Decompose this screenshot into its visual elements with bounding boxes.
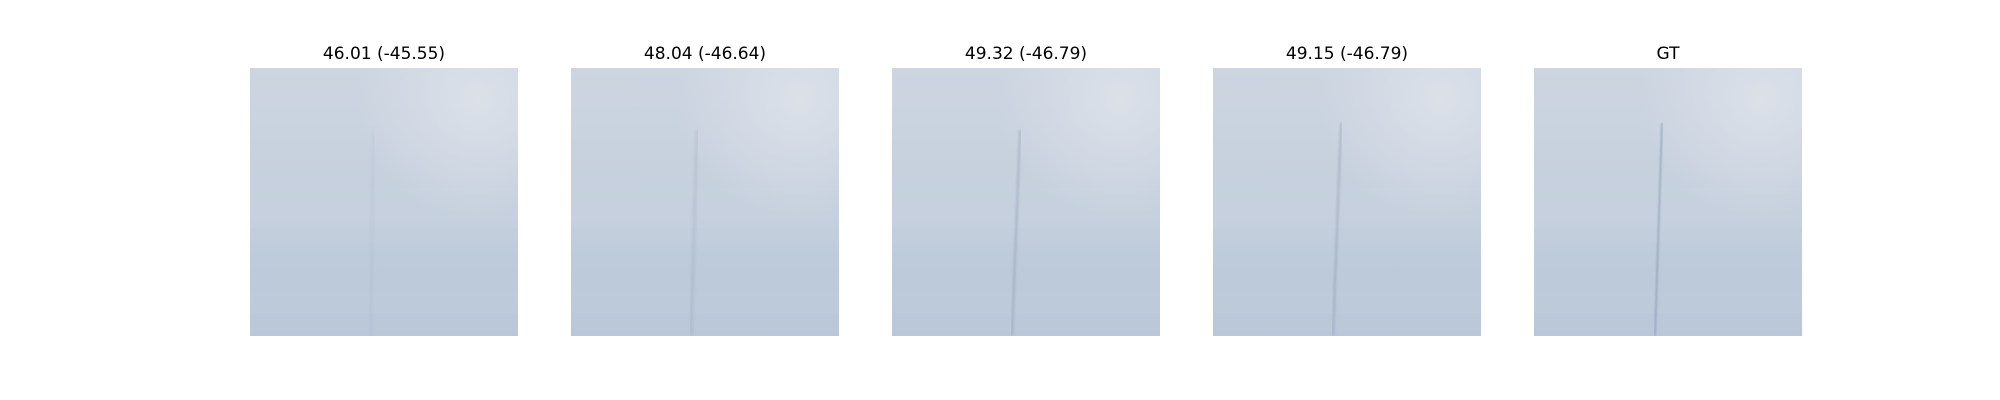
sky-svg [1534, 68, 1802, 336]
sky-image [571, 68, 839, 336]
panel-1: 46.01 (-45.55) [250, 40, 518, 68]
cloud-band [250, 283, 518, 313]
sky-image [1534, 68, 1802, 336]
cloud-band [1534, 188, 1802, 228]
panel-title: 49.15 (-46.79) [1213, 40, 1481, 68]
cloud-band [250, 188, 518, 228]
panel-5: GT [1534, 40, 1802, 68]
sky-image [250, 68, 518, 336]
cloud-band [1534, 283, 1802, 313]
sky-svg [571, 68, 839, 336]
panel-2: 48.04 (-46.64) [571, 40, 839, 68]
panel-3: 49.32 (-46.79) [892, 40, 1160, 68]
panel-title: 49.32 (-46.79) [892, 40, 1160, 68]
sky-image [1213, 68, 1481, 336]
panel-title: GT [1534, 40, 1802, 68]
cloud-band [571, 188, 839, 228]
cloud-band [892, 283, 1160, 313]
panel-title: 48.04 (-46.64) [571, 40, 839, 68]
sky-svg [892, 68, 1160, 336]
sky-svg [250, 68, 518, 336]
cloud-band [1213, 283, 1481, 313]
panel-4: 49.15 (-46.79) [1213, 40, 1481, 68]
cloud-band [571, 283, 839, 313]
sky-svg [1213, 68, 1481, 336]
sky-image [892, 68, 1160, 336]
cloud-band [1213, 188, 1481, 228]
cloud-band [892, 188, 1160, 228]
panel-title: 46.01 (-45.55) [250, 40, 518, 68]
